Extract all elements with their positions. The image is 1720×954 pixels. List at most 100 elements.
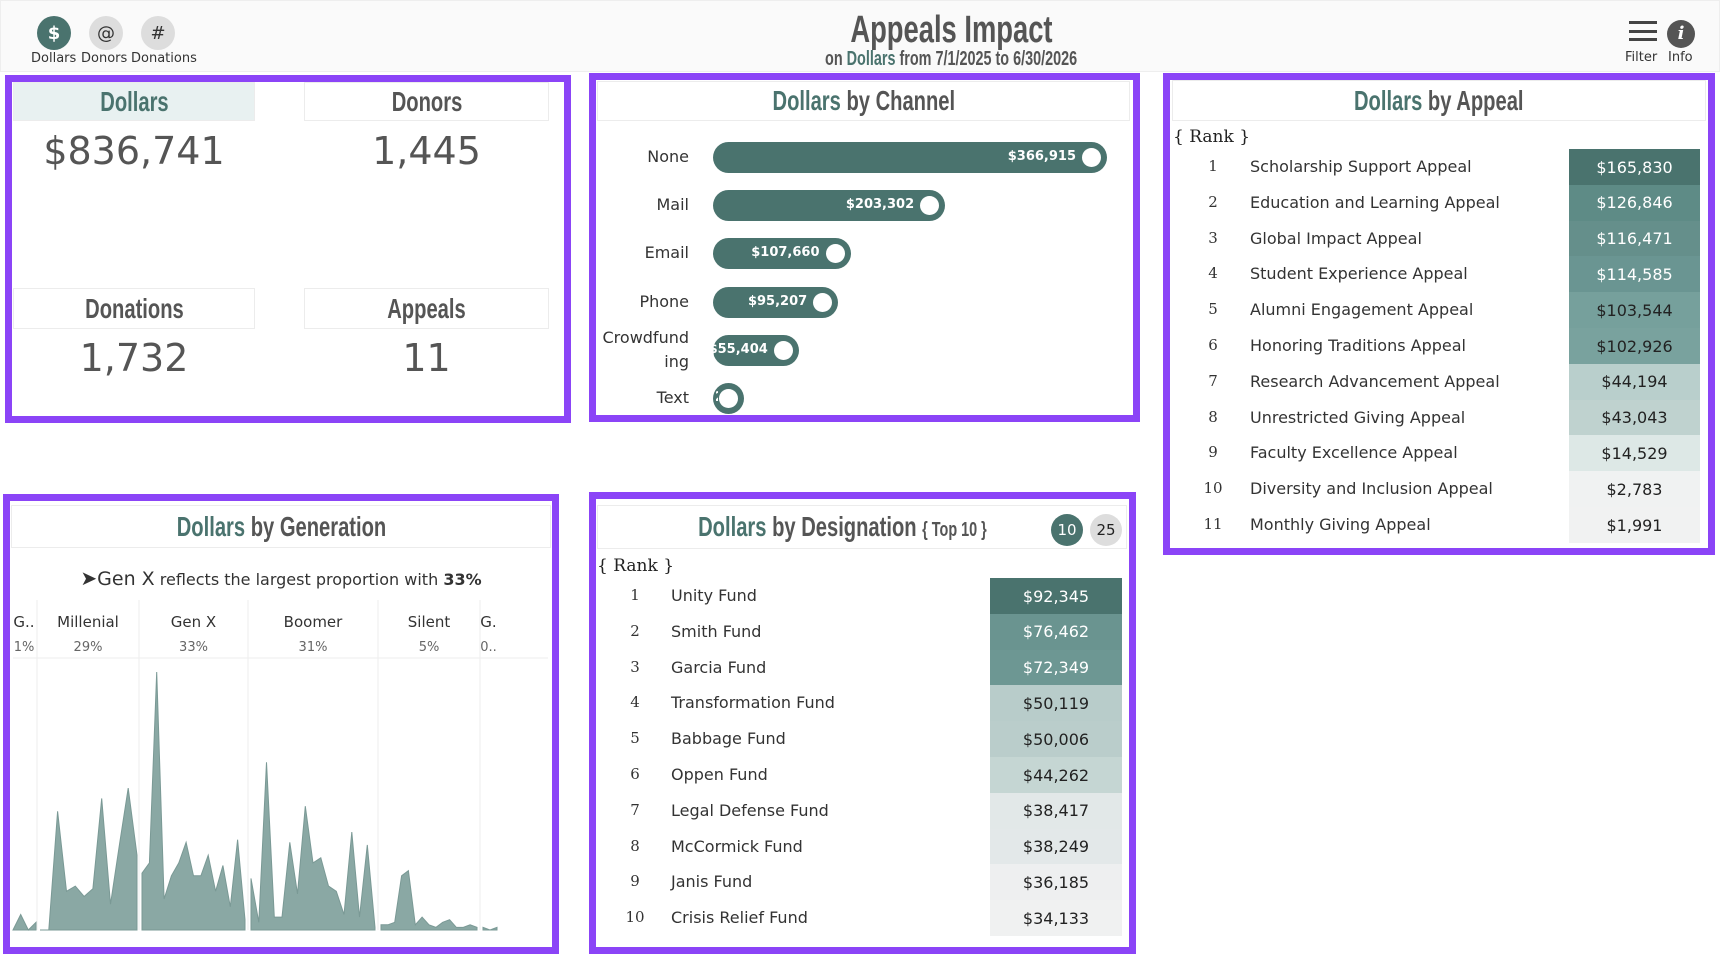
channel-label: Mail bbox=[656, 195, 690, 215]
generation-pct: 29% bbox=[74, 640, 103, 655]
rank-number: 4 bbox=[1208, 264, 1218, 283]
table-row[interactable]: 1 Scholarship Support Appeal $165,830 bbox=[1193, 149, 1700, 185]
channel-bar[interactable]: $366,915 bbox=[713, 142, 1107, 173]
table-row[interactable]: 8 Unrestricted Giving Appeal $43,043 bbox=[1193, 399, 1700, 436]
row-name: Research Advancement Appeal bbox=[1250, 371, 1500, 391]
row-value: $43,043 bbox=[1569, 399, 1700, 436]
area-boomer[interactable] bbox=[250, 762, 376, 931]
rank-number: 2 bbox=[630, 621, 640, 640]
table-row[interactable]: 6 Honoring Traditions Appeal $102,926 bbox=[1193, 328, 1700, 364]
channel-bar[interactable]: $107,660 bbox=[713, 238, 851, 270]
nav-label[interactable]: Dollars bbox=[31, 51, 77, 66]
table-row[interactable]: 4 Transformation Fund $50,119 bbox=[615, 685, 1122, 722]
appeal-title: Dollars by Appeal bbox=[1172, 80, 1706, 121]
kpi-appeals-value: 11 bbox=[402, 336, 451, 380]
nav-donations-button[interactable]: # bbox=[141, 16, 175, 50]
row-value: $44,262 bbox=[990, 757, 1122, 793]
row-name: Faculty Excellence Appeal bbox=[1250, 443, 1458, 463]
kpi-appeals-tab[interactable]: Appeals bbox=[304, 288, 549, 329]
bar-knob bbox=[773, 340, 793, 360]
row-value: $1,991 bbox=[1569, 507, 1700, 543]
table-row[interactable]: 7 Legal Defense Fund $38,417 bbox=[615, 792, 1122, 829]
table-row[interactable]: 10 Crisis Relief Fund $34,133 bbox=[615, 900, 1122, 937]
generation-pct: 33% bbox=[179, 640, 208, 655]
at-icon: @ bbox=[97, 22, 115, 44]
channel-bar[interactable]: 25 bbox=[713, 383, 745, 414]
row-value: $165,830 bbox=[1569, 149, 1700, 185]
generation-pct: 31% bbox=[299, 640, 328, 655]
channel-title: Dollars by Channel bbox=[597, 81, 1130, 121]
table-row[interactable]: 5 Alumni Engagement Appeal $103,544 bbox=[1193, 292, 1700, 329]
kpi-panel bbox=[5, 75, 571, 423]
channel-label: Crowdfunding bbox=[602, 327, 690, 371]
filter-button[interactable] bbox=[1629, 21, 1657, 43]
table-row[interactable]: 4 Student Experience Appeal $114,585 bbox=[1193, 256, 1700, 293]
nav-dollars-button[interactable]: $ bbox=[37, 16, 71, 50]
row-value: $44,194 bbox=[1569, 363, 1700, 400]
nav-donors-button[interactable]: @ bbox=[89, 16, 123, 50]
channel-label: Phone bbox=[639, 291, 689, 311]
nav-label[interactable]: Donations bbox=[131, 51, 197, 66]
area-g-[interactable] bbox=[482, 926, 498, 931]
rank-number: 3 bbox=[630, 657, 640, 676]
table-row[interactable]: 3 Global Impact Appeal $116,471 bbox=[1193, 220, 1700, 257]
row-name: Honoring Traditions Appeal bbox=[1250, 336, 1466, 355]
row-name: Student Experience Appeal bbox=[1250, 264, 1468, 284]
generation-name: Gen X bbox=[171, 613, 216, 631]
table-row[interactable]: 2 Smith Fund $76,462 bbox=[615, 613, 1122, 650]
table-row[interactable]: 10 Diversity and Inclusion Appeal $2,783 bbox=[1193, 471, 1700, 508]
area-g-[interactable] bbox=[12, 913, 37, 931]
kpi-donations-tab[interactable]: Donations bbox=[13, 288, 255, 329]
kpi-donors-tab[interactable]: Donors bbox=[304, 82, 549, 121]
generation-area-chart: G.. 1% Millenial 29% Gen X 33% Boomer 31% Silent… bbox=[12, 600, 548, 931]
info-label[interactable]: Info bbox=[1668, 50, 1693, 65]
rank-number: 9 bbox=[630, 872, 640, 891]
bar-value-label: $203,302 bbox=[845, 197, 915, 213]
rank-number: 4 bbox=[630, 693, 640, 712]
table-row[interactable]: 11 Monthly Giving Appeal $1,991 bbox=[1193, 507, 1700, 543]
table-row[interactable]: 7 Research Advancement Appeal $44,194 bbox=[1193, 363, 1700, 400]
table-row[interactable]: 1 Unity Fund $92,345 bbox=[615, 578, 1122, 614]
designation-title: Dollars by Designation { Top 10 } bbox=[597, 505, 1127, 549]
generation-name: Millenial bbox=[57, 613, 119, 631]
row-name: Scholarship Support Appeal bbox=[1250, 157, 1472, 176]
dollar-icon: $ bbox=[47, 22, 61, 44]
row-name: Crisis Relief Fund bbox=[671, 908, 808, 928]
kpi-donors-value: 1,445 bbox=[372, 129, 481, 173]
table-row[interactable]: 9 Faculty Excellence Appeal $14,529 bbox=[1193, 435, 1700, 472]
row-name: Education and Learning Appeal bbox=[1250, 192, 1500, 212]
row-name: McCormick Fund bbox=[671, 836, 803, 856]
kpi-dollars-tab[interactable]: Dollars bbox=[13, 82, 255, 121]
table-row[interactable]: 8 McCormick Fund $38,249 bbox=[615, 828, 1122, 865]
table-row[interactable]: 9 Janis Fund $36,185 bbox=[615, 864, 1122, 901]
table-row[interactable]: 3 Garcia Fund $72,349 bbox=[615, 649, 1122, 686]
area-silent[interactable] bbox=[380, 869, 478, 931]
rank-number: 7 bbox=[1208, 371, 1218, 390]
channel-bar[interactable]: $203,302 bbox=[713, 190, 946, 222]
top-25-toggle[interactable]: 25 bbox=[1090, 514, 1122, 546]
row-name: Babbage Fund bbox=[671, 729, 786, 749]
generation-pct: 0.. bbox=[480, 640, 497, 655]
table-row[interactable]: 2 Education and Learning Appeal $126,846 bbox=[1193, 184, 1700, 221]
area-gen-x[interactable] bbox=[141, 671, 246, 931]
area-millenial[interactable] bbox=[40, 788, 138, 931]
rank-number: 9 bbox=[1208, 443, 1218, 462]
top-10-toggle[interactable]: 10 bbox=[1051, 514, 1083, 546]
channel-bar[interactable]: $55,404 bbox=[709, 334, 799, 366]
pointer-arrow-icon: ➤ bbox=[80, 566, 98, 590]
table-row[interactable]: 6 Oppen Fund $44,262 bbox=[615, 757, 1122, 793]
rank-number: 10 bbox=[625, 908, 645, 927]
row-name: Unity Fund bbox=[671, 586, 757, 605]
table-row[interactable]: 5 Babbage Fund $50,006 bbox=[615, 721, 1122, 758]
kpi-donations-value: 1,732 bbox=[79, 336, 189, 380]
generation-callout: ➤Gen X reflects the largest proportion w… bbox=[80, 566, 482, 590]
filter-label[interactable]: Filter bbox=[1625, 50, 1658, 65]
row-value: $50,006 bbox=[990, 721, 1122, 758]
channel-bar[interactable]: $95,207 bbox=[713, 286, 839, 318]
row-value: $116,471 bbox=[1569, 220, 1700, 257]
row-name: Diversity and Inclusion Appeal bbox=[1250, 479, 1493, 499]
info-icon[interactable]: i bbox=[1667, 20, 1695, 48]
row-name: Transformation Fund bbox=[671, 693, 835, 713]
row-value: $72,349 bbox=[990, 649, 1122, 686]
nav-label[interactable]: Donors bbox=[81, 51, 128, 66]
